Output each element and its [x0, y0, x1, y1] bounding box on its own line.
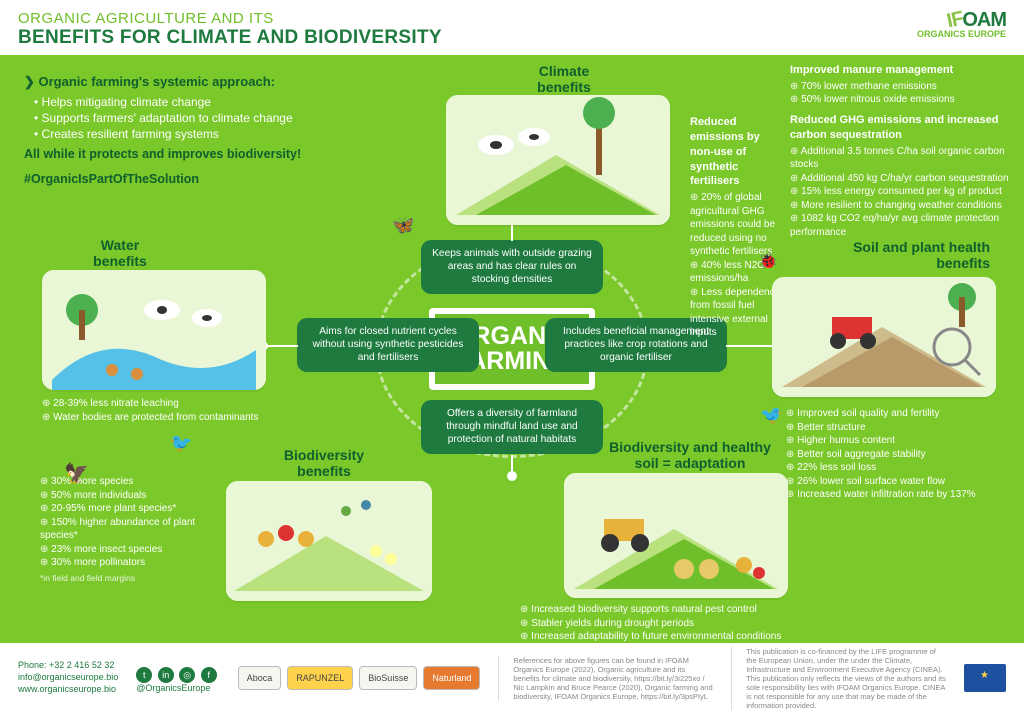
header: ORGANIC AGRICULTURE AND ITS BENEFITS FOR…	[0, 0, 1024, 55]
adaptation-illustration	[564, 473, 788, 598]
intro-lead: Organic farming's systemic approach:	[24, 73, 354, 91]
card-soil	[772, 277, 996, 397]
contact-block: Phone: +32 2 416 52 32 info@organicseuro…	[18, 660, 118, 695]
sponsor-biosuisse: BioSuisse	[359, 666, 417, 690]
label-water: Waterbenefits	[70, 237, 170, 269]
eu-flag-icon	[964, 664, 1006, 692]
eu-disclaimer: This publication is co-financed by the L…	[731, 647, 946, 710]
main-stage: Organic farming's systemic approach: Hel…	[0, 55, 1024, 643]
connector	[726, 345, 774, 347]
sponsor-naturland: Naturland	[423, 666, 480, 690]
card-adaptation	[564, 473, 788, 598]
sponsor-rapunzel: RAPUNZEL	[287, 666, 353, 690]
label-soil: Soil and plant healthbenefits	[810, 239, 990, 271]
biodiversity-illustration	[226, 481, 432, 601]
footer: Phone: +32 2 416 52 32 info@organicseuro…	[0, 643, 1024, 713]
sponsor-logos: Aboca RAPUNZEL BioSuisse Naturland	[238, 666, 481, 690]
intro-bullets: Helps mitigating climate change Supports…	[34, 94, 354, 143]
page-title: ORGANIC AGRICULTURE AND ITS BENEFITS FOR…	[18, 10, 442, 49]
linkedin-icon[interactable]: in	[158, 667, 174, 683]
owl-icon: 🦅	[64, 461, 89, 486]
soil-illustration	[772, 277, 996, 397]
label-climate: Climatebenefits	[504, 63, 624, 95]
ladybug-icon: 🐞	[758, 251, 778, 271]
card-water	[42, 270, 266, 390]
stats-soil: Improved soil quality and fertility Bett…	[786, 407, 1010, 502]
title-line1: ORGANIC AGRICULTURE AND ITS	[18, 10, 442, 27]
label-adaptation: Biodiversity and healthysoil = adaptatio…	[590, 439, 790, 471]
facebook-icon[interactable]: f	[201, 667, 217, 683]
label-biodiversity: Biodiversitybenefits	[254, 447, 394, 479]
intro-hashtag: #OrganicIsPartOfTheSolution	[24, 171, 354, 188]
principle-bottom: Offers a diversity of farmland through m…	[421, 400, 603, 454]
connector	[266, 345, 298, 347]
bird-icon: 🐦	[170, 433, 192, 454]
card-biodiversity	[226, 481, 432, 601]
butterfly-icon: 🦋	[392, 215, 414, 236]
title-line2: BENEFITS FOR CLIMATE AND BIODIVERSITY	[18, 27, 442, 49]
instagram-icon[interactable]: ◎	[179, 667, 195, 683]
social-block: t in ◎ f @OrganicsEurope	[136, 663, 220, 694]
card-climate	[446, 95, 670, 225]
intro-block: Organic farming's systemic approach: Hel…	[24, 73, 354, 188]
intro-closer: All while it protects and improves biodi…	[24, 146, 354, 163]
sponsor-aboca: Aboca	[238, 666, 282, 690]
stats-biodiversity: 30% more species 50% more individuals 20…	[40, 475, 226, 584]
water-illustration	[42, 270, 266, 390]
climate-illustration	[446, 95, 670, 225]
bird-icon: 🐦	[760, 405, 782, 426]
ifoam-logo: IFOAM ORGANICS EUROPE	[917, 10, 1006, 39]
connector-dot	[507, 471, 517, 481]
twitter-icon[interactable]: t	[136, 667, 152, 683]
stats-climate-a: Reduced emissions by non-use of syntheti…	[690, 115, 780, 340]
principle-left: Aims for closed nutrient cycles without …	[297, 318, 479, 372]
stats-climate-b: Improved manure management 70% lower met…	[790, 63, 1010, 239]
stats-adaptation: Increased biodiversity supports natural …	[520, 603, 900, 644]
connector	[511, 223, 513, 241]
principle-top: Keeps animals with outside grazing areas…	[421, 240, 603, 294]
stats-water: 28-39% less nitrate leaching Water bodie…	[42, 397, 266, 424]
references-text: References for above figures can be foun…	[498, 656, 713, 701]
